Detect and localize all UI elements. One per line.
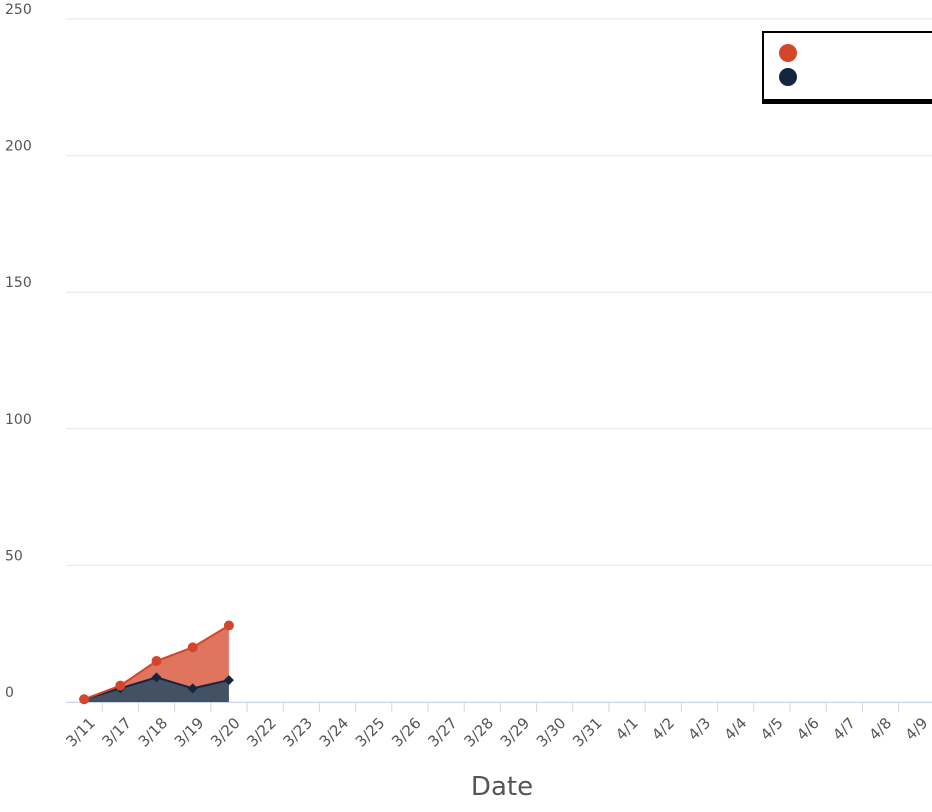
marker xyxy=(187,683,198,694)
marker xyxy=(223,675,234,686)
x-axis-title: Date xyxy=(471,772,533,802)
x-tick-label: 4/7 xyxy=(829,714,859,744)
y-tick-label: 200 xyxy=(5,139,32,155)
y-tick-label: 100 xyxy=(5,412,32,428)
x-tick-label: 4/4 xyxy=(721,714,751,744)
marker xyxy=(151,672,162,683)
y-tick-label: 150 xyxy=(5,275,32,291)
x-tick-label: 3/27 xyxy=(424,714,461,751)
x-tick-label: 3/28 xyxy=(461,714,498,751)
x-tick-label: 4/1 xyxy=(612,714,642,744)
marker xyxy=(223,620,234,631)
marker xyxy=(187,642,198,653)
x-tick-label: 3/31 xyxy=(569,714,606,751)
y-tick-label: 250 xyxy=(5,2,32,18)
x-tick-label: 3/22 xyxy=(243,714,280,751)
x-tick-label: 3/30 xyxy=(533,714,570,751)
x-tick-label: 3/19 xyxy=(171,714,208,751)
marker xyxy=(115,680,126,691)
x-tick-label: 4/5 xyxy=(757,714,787,744)
marker xyxy=(151,656,162,667)
area xyxy=(84,677,229,702)
x-tick-label: 4/8 xyxy=(865,714,895,744)
x-tick-label: 3/24 xyxy=(316,714,353,751)
x-tick-label: 4/6 xyxy=(793,714,823,744)
x-tick-label: 3/18 xyxy=(135,714,172,751)
x-tick-label: 3/20 xyxy=(207,714,244,751)
y-tick-label: 0 xyxy=(5,685,14,701)
x-tick-label: 4/9 xyxy=(902,714,932,744)
x-tick-label: 3/11 xyxy=(62,714,99,751)
x-tick-label: 3/29 xyxy=(497,714,534,751)
x-tick-label: 3/25 xyxy=(352,714,389,751)
x-tick-label: 4/3 xyxy=(684,714,714,744)
x-tick-label: 3/23 xyxy=(280,714,317,751)
y-tick-label: 50 xyxy=(5,548,23,564)
x-tick-label: 3/26 xyxy=(388,714,425,751)
marker xyxy=(79,694,90,705)
x-tick-label: 3/17 xyxy=(99,714,136,751)
x-tick-label: 4/2 xyxy=(648,714,678,744)
legend xyxy=(762,31,932,104)
